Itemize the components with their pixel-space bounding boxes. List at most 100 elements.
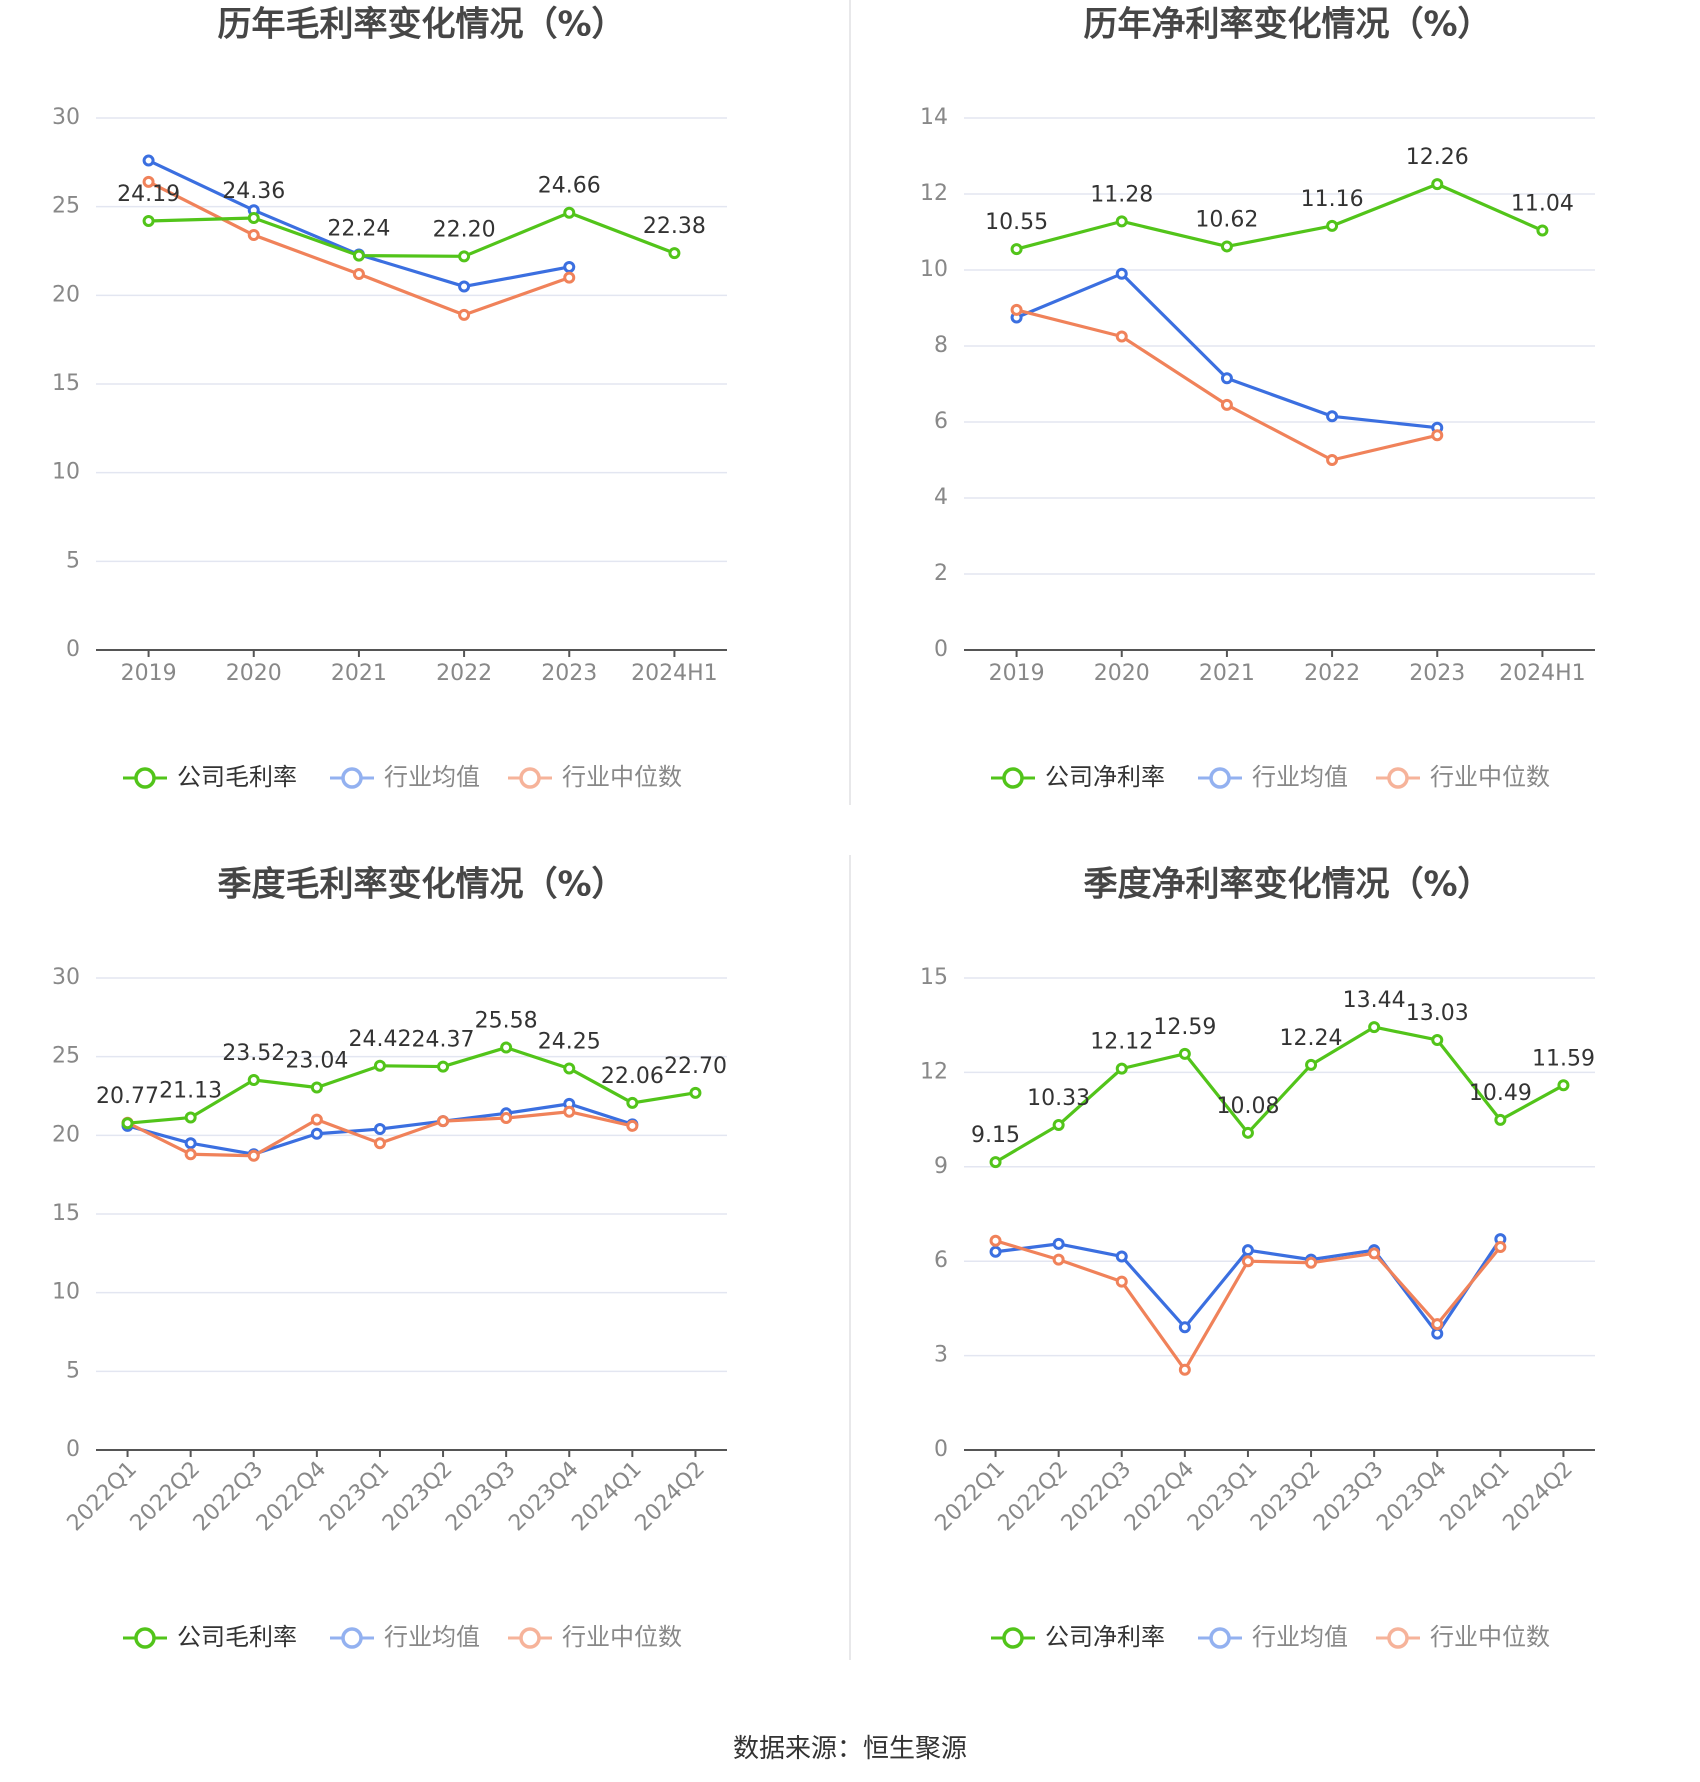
- y-tick-label: 25: [52, 194, 80, 219]
- legend-item-median[interactable]: 行业中位数: [1376, 763, 1550, 791]
- data-label: 12.12: [1090, 1030, 1153, 1055]
- legend-item-avg[interactable]: 行业均值: [330, 763, 480, 791]
- data-label: 21.13: [159, 1079, 222, 1104]
- y-tick-label: 6: [934, 409, 948, 434]
- y-tick-label: 6: [934, 1248, 948, 1273]
- data-point-median: [352, 268, 365, 281]
- y-tick-label: 9: [934, 1154, 948, 1179]
- x-tick-label: 2024Q2: [631, 1457, 710, 1536]
- legend-marker-icon: [519, 767, 541, 789]
- data-point-company: [989, 1156, 1002, 1169]
- x-tick-label: 2021: [1199, 661, 1255, 686]
- data-point-company: [668, 247, 681, 260]
- data-label: 12.59: [1153, 1015, 1216, 1040]
- chart-title: 历年净利率变化情况（%）: [1083, 5, 1491, 45]
- data-point-median: [1431, 1318, 1444, 1331]
- data-point-company: [247, 1073, 260, 1086]
- data-label: 11.59: [1532, 1046, 1595, 1071]
- legend-item-median[interactable]: 行业中位数: [508, 763, 682, 791]
- y-tick-label: 25: [52, 1044, 80, 1069]
- legend-item-avg[interactable]: 行业均值: [1198, 1623, 1348, 1651]
- data-point-avg: [1052, 1237, 1065, 1250]
- data-point-median: [1052, 1253, 1065, 1266]
- data-point-company: [121, 1117, 134, 1130]
- data-label: 22.70: [664, 1054, 727, 1079]
- data-label: 23.04: [285, 1049, 348, 1074]
- data-point-company: [1052, 1118, 1065, 1131]
- legend-marker-icon: [1209, 767, 1231, 789]
- y-tick-label: 5: [66, 548, 80, 573]
- data-label: 22.20: [433, 217, 496, 242]
- data-point-avg: [1178, 1321, 1191, 1334]
- data-point-company: [247, 212, 260, 225]
- legend-item-company[interactable]: 公司毛利率: [123, 1623, 297, 1651]
- chart-3: 季度毛利率变化情况（%）0510152025302022Q12022Q22022…: [52, 865, 727, 1651]
- data-point-median: [1241, 1255, 1254, 1268]
- legend-item-company[interactable]: 公司净利率: [991, 763, 1165, 791]
- data-label: 10.55: [985, 210, 1048, 235]
- y-tick-label: 0: [934, 637, 948, 662]
- data-point-company: [1241, 1126, 1254, 1139]
- chart-title: 历年毛利率变化情况（%）: [217, 5, 625, 45]
- y-tick-label: 15: [52, 1201, 80, 1226]
- data-point-median: [563, 271, 576, 284]
- data-label: 13.44: [1343, 988, 1406, 1013]
- data-label: 13.03: [1406, 1001, 1469, 1026]
- legend-item-company[interactable]: 公司毛利率: [123, 763, 297, 791]
- data-point-company: [1536, 224, 1549, 237]
- legend-marker-icon: [1002, 767, 1024, 789]
- x-tick-label: 2024H1: [1499, 661, 1586, 686]
- x-tick-label: 2021: [331, 661, 387, 686]
- y-tick-label: 12: [920, 181, 948, 206]
- legend-label: 行业均值: [384, 763, 480, 791]
- data-point-company: [689, 1086, 702, 1099]
- data-point-avg: [1115, 267, 1128, 280]
- y-tick-label: 5: [66, 1358, 80, 1383]
- data-label: 22.06: [601, 1064, 664, 1089]
- y-tick-label: 10: [920, 257, 948, 282]
- legend-item-avg[interactable]: 行业均值: [330, 1623, 480, 1651]
- data-point-avg: [310, 1127, 323, 1140]
- data-point-avg: [373, 1123, 386, 1136]
- data-point-avg: [1431, 1327, 1444, 1340]
- data-label: 25.58: [475, 1009, 538, 1034]
- data-point-avg: [1241, 1244, 1254, 1257]
- data-point-median: [310, 1113, 323, 1126]
- series-line-company: [1016, 182, 1544, 251]
- legend-item-median[interactable]: 行业中位数: [1376, 1623, 1550, 1651]
- legend-item-median[interactable]: 行业中位数: [508, 1623, 682, 1651]
- data-point-company: [1431, 1033, 1444, 1046]
- legend-label: 行业中位数: [1430, 1623, 1550, 1651]
- data-point-avg: [142, 154, 155, 167]
- legend-item-avg[interactable]: 行业均值: [1198, 763, 1348, 791]
- data-point-median: [1305, 1256, 1318, 1269]
- data-label: 10.08: [1216, 1094, 1279, 1119]
- data-label: 11.28: [1090, 182, 1153, 207]
- data-point-company: [626, 1096, 639, 1109]
- y-tick-label: 10: [52, 1280, 80, 1305]
- y-tick-label: 20: [52, 1122, 80, 1147]
- data-point-median: [563, 1105, 576, 1118]
- data-point-avg: [1326, 410, 1339, 423]
- legend-label: 公司毛利率: [177, 1623, 297, 1651]
- data-label: 11.04: [1511, 191, 1574, 216]
- data-point-company: [1220, 240, 1233, 253]
- data-point-company: [142, 215, 155, 228]
- y-tick-label: 30: [52, 105, 80, 130]
- data-point-company: [563, 1062, 576, 1075]
- data-point-company: [352, 249, 365, 262]
- data-point-company: [1326, 219, 1339, 232]
- data-label: 24.42: [348, 1027, 411, 1052]
- x-tick-label: 2023: [1409, 661, 1465, 686]
- data-label: 22.38: [643, 214, 706, 239]
- data-point-avg: [989, 1245, 1002, 1258]
- data-label: 12.24: [1280, 1026, 1343, 1051]
- data-label: 24.25: [538, 1029, 601, 1054]
- series-line-company: [994, 1025, 1565, 1164]
- legend-item-company[interactable]: 公司净利率: [991, 1623, 1165, 1651]
- x-tick-label: 2024H1: [631, 661, 718, 686]
- x-tick-label: 2020: [226, 661, 282, 686]
- data-point-company: [1557, 1079, 1570, 1092]
- y-tick-label: 3: [934, 1343, 948, 1368]
- data-label: 24.37: [412, 1028, 475, 1053]
